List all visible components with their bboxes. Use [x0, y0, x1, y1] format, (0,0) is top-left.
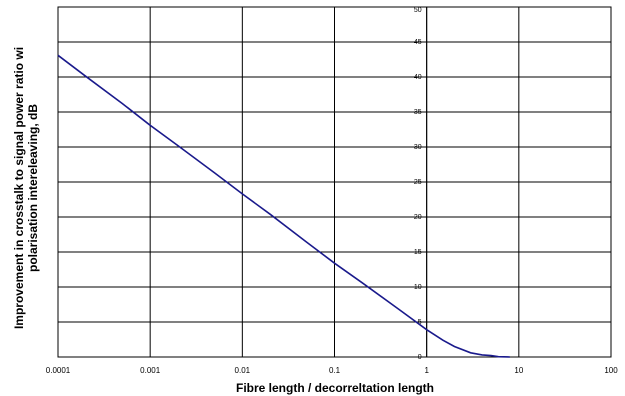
- y-axis-label-line1: Improvement in crosstalk to signal power…: [12, 47, 26, 329]
- y-tick-label: 5: [418, 319, 422, 326]
- y-axis-label: Improvement in crosstalk to signal power…: [12, 47, 40, 329]
- y-tick-label: 15: [414, 249, 422, 256]
- x-tick-label: 0.0001: [46, 366, 71, 375]
- y-tick-label: 25: [414, 179, 422, 186]
- y-tick-label: 30: [414, 144, 422, 151]
- x-tick-label: 10: [514, 366, 523, 375]
- x-tick-label: 0.001: [140, 366, 161, 375]
- plot-area-frame: [57, 6, 612, 358]
- x-tick-label: 1: [424, 366, 429, 375]
- x-tick-label: 0.1: [329, 366, 341, 375]
- y-tick-label: 40: [414, 74, 422, 81]
- y-tick-label: 50: [414, 7, 422, 14]
- y-tick-label: 20: [414, 214, 422, 221]
- x-axis-label: Fibre length / decorreltation length: [236, 381, 434, 395]
- x-axis-ticks: 0.0001 0.001 0.01 0.1 1 10 100: [46, 366, 618, 375]
- y-tick-label: 35: [414, 109, 422, 116]
- x-tick-label: 0.01: [235, 366, 251, 375]
- y-axis-ticks: 0 5 10 15 20 25 30 35 40 45 50: [414, 6, 427, 361]
- y-tick-label: 10: [414, 284, 422, 291]
- y-tick-label: 0: [418, 354, 422, 361]
- x-tick-label: 100: [604, 366, 618, 375]
- series-line: [57, 54, 510, 358]
- y-axis-label-line2: polarisation intereleaving, dB: [26, 104, 40, 272]
- y-tick-label: 45: [414, 39, 422, 46]
